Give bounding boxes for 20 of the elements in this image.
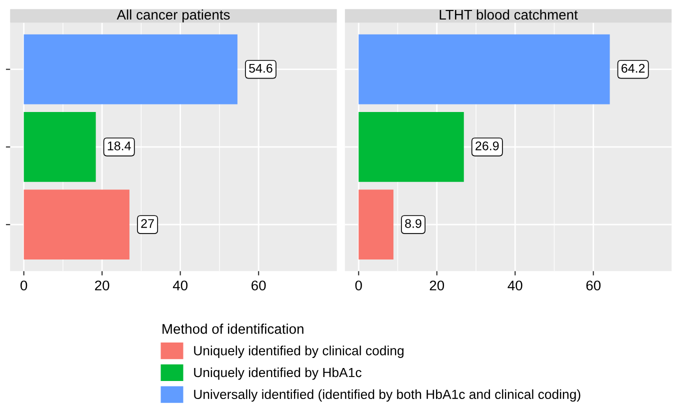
x-tick-label: 40 <box>172 280 188 290</box>
legend-title: Method of identification <box>162 324 304 334</box>
x-tick-label: 20 <box>95 280 110 290</box>
x-tick-label: 20 <box>430 280 444 290</box>
data-label: 27 <box>141 219 154 228</box>
legend-label: Uniquely identified by HbA1c <box>194 367 362 380</box>
chart-title: All cancer patients <box>116 9 230 22</box>
x-tick-label: 60 <box>252 280 266 290</box>
x-tick-label: 0 <box>355 280 362 290</box>
data-label: 18.4 <box>108 141 131 150</box>
x-tick-label: 0 <box>20 280 28 290</box>
x-tick-label: 40 <box>508 280 522 290</box>
data-label: 8.9 <box>405 219 422 228</box>
data-label: 64.2 <box>622 64 645 73</box>
data-label: 54.6 <box>249 64 272 73</box>
legend-label: Universally identified (identified by both HbA1c and clinical coding) <box>194 389 580 402</box>
data-label: 26.9 <box>476 141 499 150</box>
chart-title: LTHT blood catchment <box>440 9 578 20</box>
x-tick-label: 60 <box>586 280 601 290</box>
legend-label: Uniquely identified by clinical coding <box>194 346 404 358</box>
